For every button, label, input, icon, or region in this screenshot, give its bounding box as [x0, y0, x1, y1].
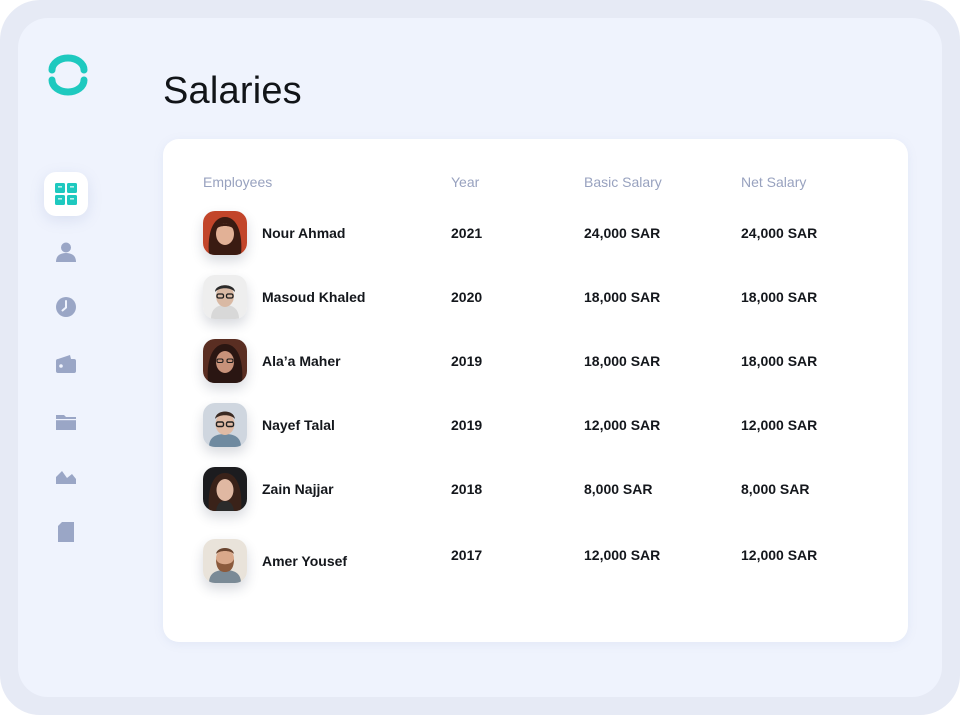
table-row[interactable]: Nour Ahmad 2021 24,000 SAR 24,000 SAR	[163, 211, 908, 259]
table-row[interactable]: Zain Najjar 2018 8,000 SAR 8,000 SAR	[163, 467, 908, 515]
employee-year: 2021	[451, 225, 483, 241]
table-row[interactable]: Nayef Talal 2019 12,000 SAR 12,000 SAR	[163, 403, 908, 451]
app-logo[interactable]	[48, 54, 88, 98]
clock-icon	[56, 297, 76, 317]
table-row[interactable]: Ala’a Maher 2019 18,000 SAR 18,000 SAR	[163, 339, 908, 387]
employee-year: 2019	[451, 417, 483, 433]
avatar	[203, 467, 247, 511]
employee-name: Amer Yousef	[262, 553, 348, 569]
net-salary: 18,000 SAR	[741, 289, 818, 305]
net-salary: 12,000 SAR	[741, 547, 818, 563]
employee-name: Ala’a Maher	[262, 353, 341, 369]
employee-year: 2020	[451, 289, 483, 305]
sidebar	[18, 18, 118, 697]
net-salary: 8,000 SAR	[741, 481, 810, 497]
document-icon	[58, 522, 74, 542]
sidebar-item-documents[interactable]	[44, 510, 88, 554]
employee-name: Nayef Talal	[262, 417, 335, 433]
sidebar-item-dashboard[interactable]	[44, 172, 88, 216]
employee-name: Masoud Khaled	[262, 289, 366, 305]
sidebar-item-reports[interactable]	[44, 454, 88, 498]
page-title: Salaries	[163, 70, 302, 112]
avatar	[203, 403, 247, 447]
table-row[interactable]: Amer Yousef 2017 12,000 SAR 12,000 SAR	[163, 539, 908, 587]
logo-icon	[48, 54, 88, 96]
salaries-table: Employees Year Basic Salary Net Salary N…	[163, 139, 908, 642]
sidebar-item-attendance[interactable]	[44, 285, 88, 329]
employee-year: 2017	[451, 547, 483, 563]
column-header-employees[interactable]: Employees	[203, 174, 273, 190]
employee-name: Nour Ahmad	[262, 225, 346, 241]
basic-salary: 8,000 SAR	[584, 481, 653, 497]
user-icon	[56, 242, 76, 262]
app-screen: Salaries Employees Year Basic Salary Net…	[18, 18, 942, 697]
sidebar-item-files[interactable]	[44, 400, 88, 444]
net-salary: 12,000 SAR	[741, 417, 818, 433]
net-salary: 18,000 SAR	[741, 353, 818, 369]
avatar	[203, 275, 247, 319]
basic-salary: 18,000 SAR	[584, 353, 661, 369]
wallet-icon	[56, 355, 76, 373]
folder-icon	[56, 415, 76, 430]
avatar	[203, 211, 247, 255]
avatar	[203, 339, 247, 383]
basic-salary: 18,000 SAR	[584, 289, 661, 305]
column-header-basic-salary[interactable]: Basic Salary	[584, 174, 662, 190]
avatar	[203, 539, 247, 583]
net-salary: 24,000 SAR	[741, 225, 818, 241]
employee-year: 2019	[451, 353, 483, 369]
sidebar-item-employees[interactable]	[44, 230, 88, 274]
employee-year: 2018	[451, 481, 483, 497]
chart-icon	[56, 468, 76, 484]
employee-name: Zain Najjar	[262, 481, 334, 497]
dashboard-icon	[55, 183, 77, 205]
basic-salary: 24,000 SAR	[584, 225, 661, 241]
basic-salary: 12,000 SAR	[584, 547, 661, 563]
table-row[interactable]: Masoud Khaled 2020 18,000 SAR 18,000 SAR	[163, 275, 908, 323]
basic-salary: 12,000 SAR	[584, 417, 661, 433]
sidebar-item-salaries[interactable]	[44, 342, 88, 386]
column-header-year[interactable]: Year	[451, 174, 480, 190]
column-header-net-salary[interactable]: Net Salary	[741, 174, 807, 190]
